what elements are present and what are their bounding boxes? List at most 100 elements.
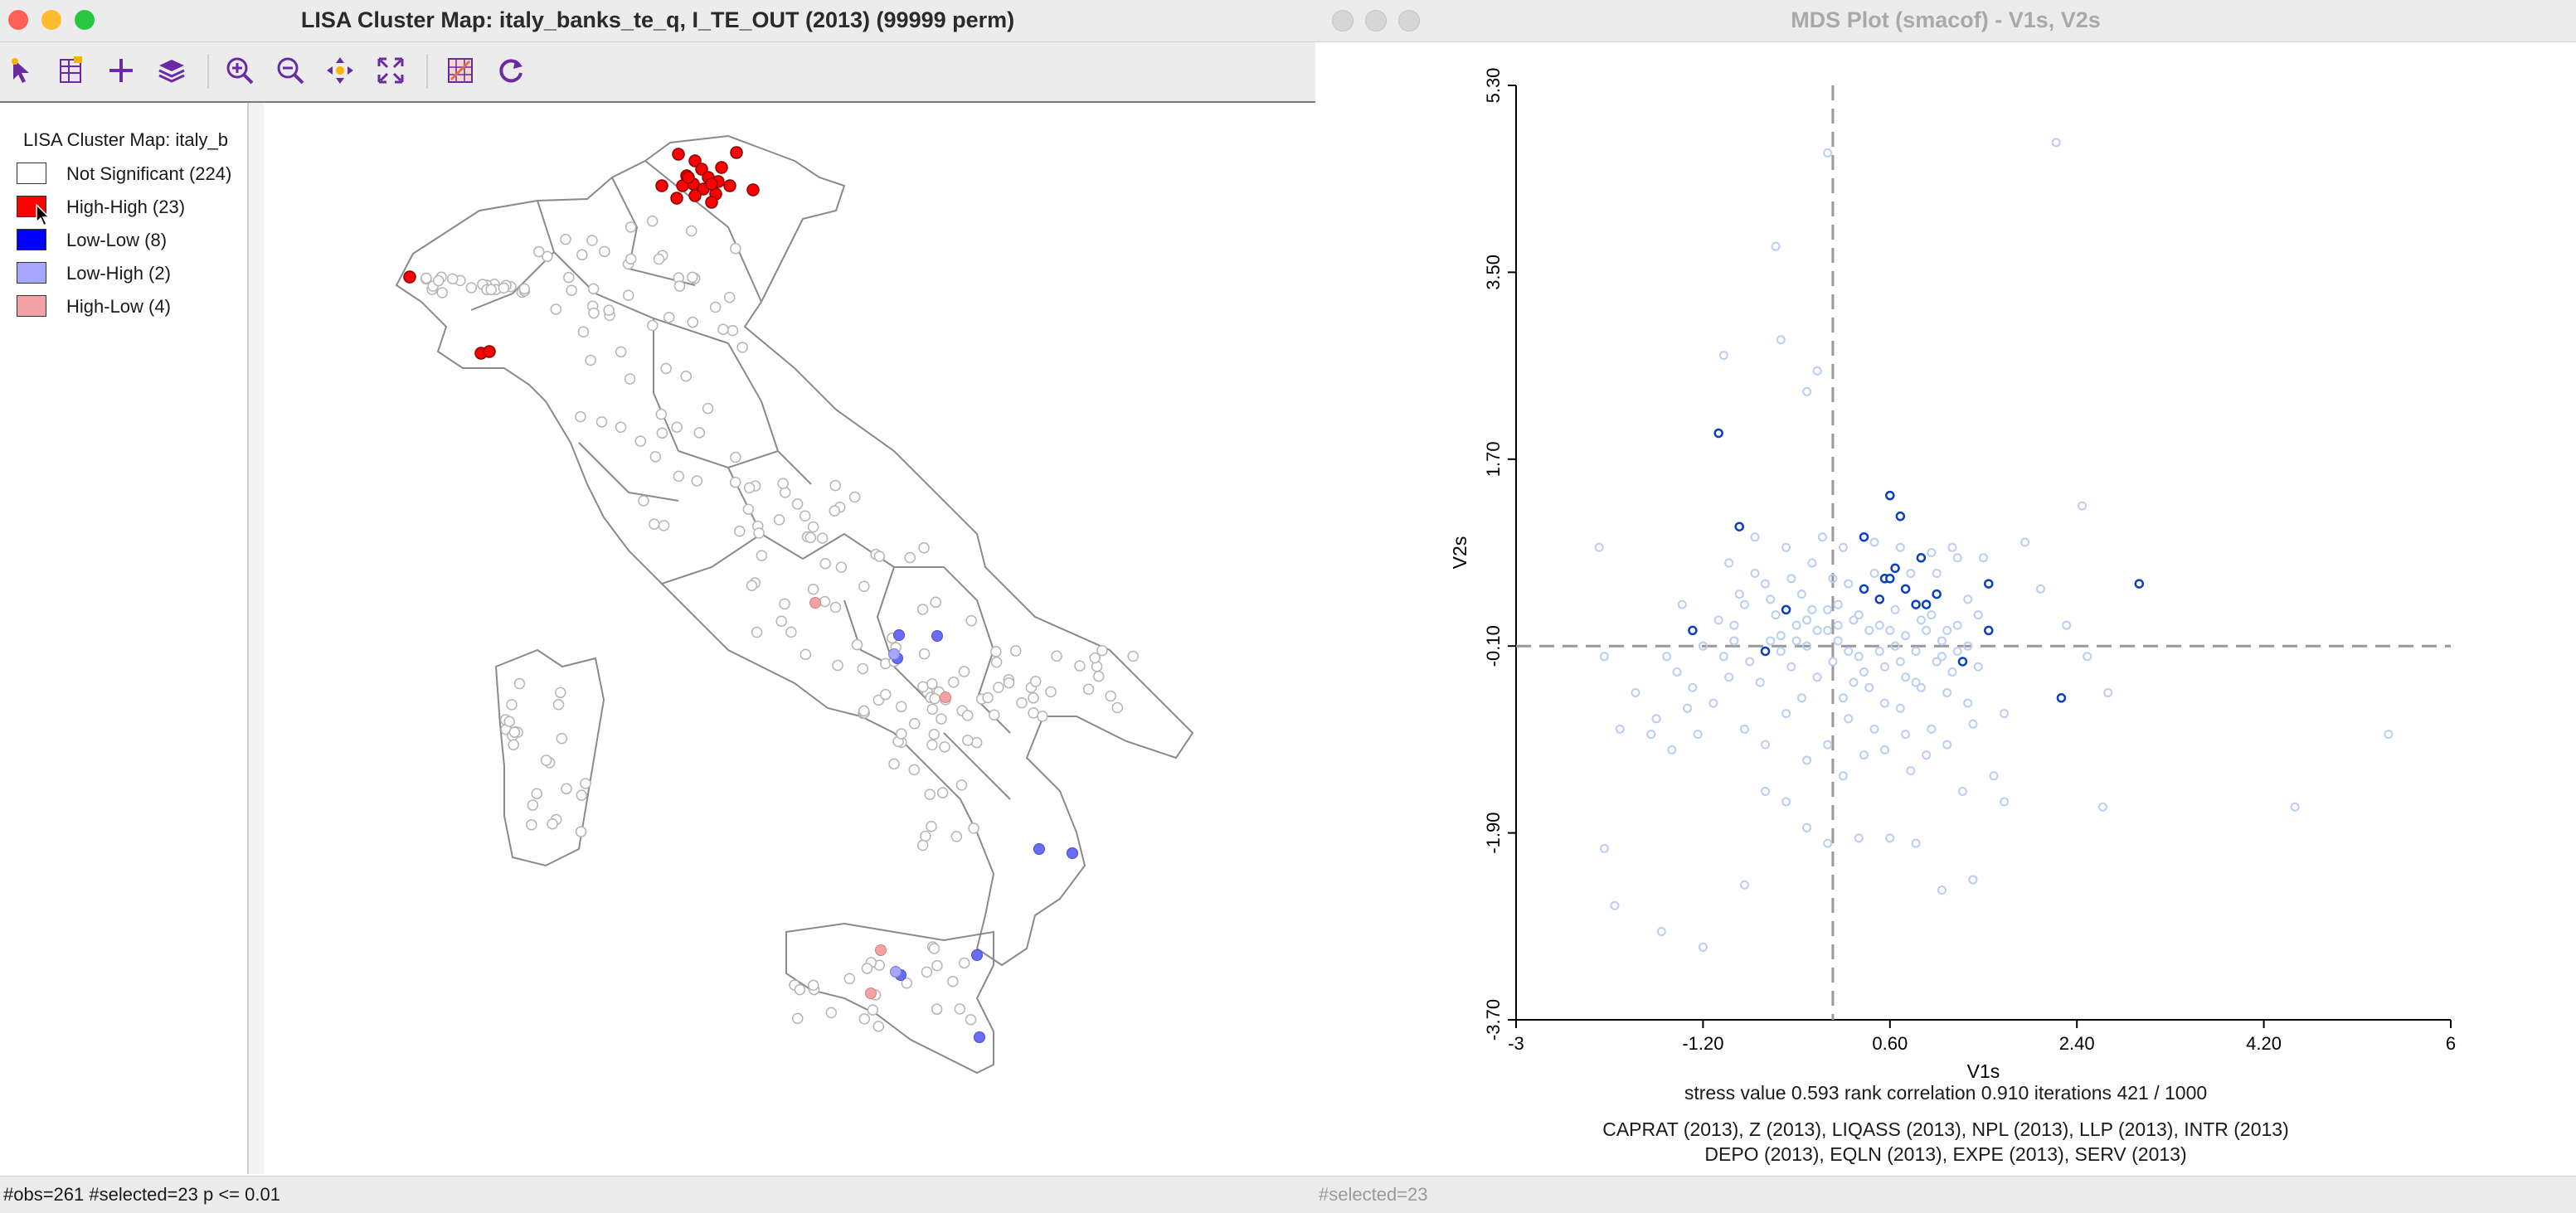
selected-scatter-point[interactable] (1874, 594, 1885, 604)
high-low-point[interactable] (940, 691, 951, 703)
selected-scatter-point[interactable] (2056, 693, 2067, 703)
not-significant-point (717, 323, 729, 335)
scatter-point (1880, 662, 1890, 672)
legend-item-high-high[interactable]: High-High (23) (17, 196, 249, 227)
mds-scatter-plot[interactable]: -3 -1.20 0.60 2.40 4.20 6 5.30 3.50 1.70 -0.10 -1.… (1315, 42, 2576, 1175)
not-significant-point (961, 710, 974, 721)
selected-scatter-point[interactable] (1713, 428, 1723, 439)
low-low-point[interactable] (974, 1031, 985, 1043)
scatter-point (1864, 625, 1874, 635)
high-low-point[interactable] (809, 597, 821, 609)
not-significant-point (729, 476, 741, 488)
selected-scatter-point[interactable] (1984, 625, 1994, 636)
selected-scatter-point[interactable] (1911, 599, 1921, 609)
legend-item-low-high[interactable]: Low-High (2) (17, 262, 249, 287)
high-high-point[interactable] (672, 148, 685, 161)
layers-icon[interactable] (156, 55, 187, 86)
select-tool-icon[interactable] (7, 55, 38, 86)
selected-scatter-point[interactable] (1885, 490, 1895, 501)
high-high-point[interactable] (746, 183, 760, 197)
selected-scatter-point[interactable] (1900, 584, 1911, 594)
high-high-point[interactable] (705, 177, 718, 191)
zoom-window-icon[interactable] (75, 10, 95, 30)
high-high-point[interactable] (705, 196, 718, 209)
low-low-point[interactable] (1067, 847, 1078, 859)
selected-scatter-point[interactable] (1984, 579, 1994, 589)
not-significant-point (638, 495, 649, 507)
low-low-point[interactable] (893, 629, 905, 641)
selected-scatter-point[interactable] (1916, 553, 1927, 563)
not-significant-point (926, 677, 938, 690)
high-low-point[interactable] (865, 987, 877, 999)
selected-scatter-point[interactable] (1781, 604, 1791, 615)
zoom-window-icon[interactable] (1398, 10, 1420, 32)
low-low-point[interactable] (1033, 843, 1045, 855)
basemap-icon[interactable] (445, 55, 476, 86)
table-icon[interactable] (55, 55, 86, 86)
scatter-point (1989, 771, 1999, 781)
selected-scatter-point[interactable] (2134, 579, 2145, 589)
low-high-point[interactable] (888, 648, 900, 660)
low-low-point[interactable] (931, 630, 943, 642)
y-tick-label: -1.90 (1483, 813, 1504, 854)
mds-plot-area[interactable]: -3 -1.20 0.60 2.40 4.20 6 5.30 3.50 1.70 -0.10 -1.… (1315, 42, 2576, 1175)
high-high-point[interactable] (655, 179, 668, 192)
high-high-point[interactable] (483, 345, 496, 358)
not-significant-point (576, 249, 588, 261)
add-icon[interactable] (105, 55, 137, 86)
scatter-point (2384, 730, 2394, 740)
close-window-icon[interactable] (1332, 10, 1354, 32)
status-text: #selected=23 (1319, 1184, 1428, 1205)
selected-points[interactable] (1688, 428, 2145, 703)
legend-splitter[interactable] (249, 103, 265, 1174)
high-high-point[interactable] (682, 171, 695, 184)
map-canvas[interactable] (264, 103, 1315, 1174)
legend-item-low-low[interactable]: Low-Low (8) (17, 229, 249, 254)
selected-scatter-point[interactable] (1895, 511, 1906, 522)
high-low-point[interactable] (875, 944, 887, 956)
refresh-icon[interactable] (495, 55, 527, 86)
selected-scatter-point[interactable] (1859, 531, 1869, 542)
minimize-window-icon[interactable] (41, 10, 61, 30)
selected-scatter-point[interactable] (1859, 584, 1869, 594)
fit-extent-icon[interactable] (375, 55, 406, 86)
scatter-point (1646, 730, 1656, 740)
scatter-point (1963, 641, 1973, 651)
high-high-point[interactable] (723, 179, 736, 192)
not-significant-point (929, 692, 940, 705)
selected-scatter-point[interactable] (1921, 599, 1932, 609)
minimize-window-icon[interactable] (1365, 10, 1387, 32)
low-low-point[interactable] (971, 949, 983, 961)
selected-scatter-point[interactable] (1885, 574, 1895, 584)
scatter-point (1869, 724, 1879, 734)
low-high-point[interactable] (890, 966, 902, 978)
high-high-point[interactable] (403, 270, 416, 284)
selected-scatter-point[interactable] (1734, 522, 1744, 531)
scatter-point (1791, 620, 1801, 630)
not-significant-point (566, 284, 577, 296)
zoom-in-icon[interactable] (224, 55, 255, 86)
zoom-out-icon[interactable] (275, 55, 306, 86)
scatter-point (1942, 625, 1952, 635)
selected-scatter-point[interactable] (1957, 657, 1968, 667)
high-high-point[interactable] (670, 192, 683, 205)
scatter-point (1776, 631, 1786, 641)
selected-scatter-point[interactable] (1932, 589, 1942, 599)
italy-map[interactable] (264, 103, 1315, 1174)
selected-scatter-point[interactable] (1760, 646, 1771, 657)
high-high-point[interactable] (730, 146, 743, 159)
pan-icon[interactable] (324, 55, 356, 86)
close-window-icon[interactable] (8, 10, 28, 30)
high-high-point[interactable] (695, 163, 708, 176)
high-high-point[interactable] (715, 161, 728, 174)
scatter-point (1859, 667, 1869, 677)
scatter-point (1662, 652, 1672, 662)
high-high-point[interactable] (688, 189, 702, 202)
not-significant-point (723, 291, 736, 303)
selected-scatter-point[interactable] (1890, 563, 1900, 574)
legend-item-not-significant[interactable]: Not Significant (224) (17, 163, 249, 187)
high-high-point[interactable] (688, 154, 702, 167)
selected-scatter-point[interactable] (1688, 625, 1698, 636)
not-significant-point (1037, 711, 1048, 722)
legend-item-high-low[interactable]: High-Low (4) (17, 295, 249, 320)
